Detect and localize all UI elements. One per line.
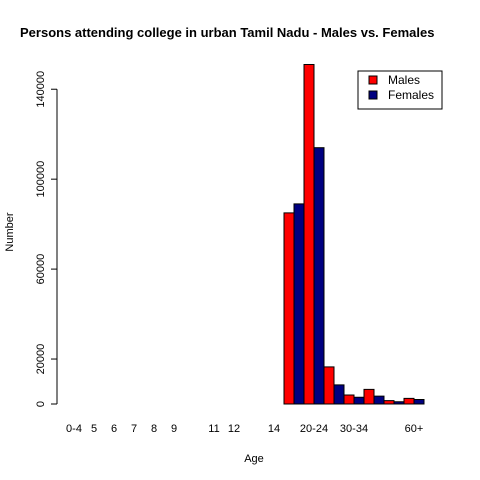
y-tick-label: 0: [35, 401, 47, 407]
y-tick-label: 60000: [35, 254, 47, 285]
x-tick-label: 8: [151, 423, 157, 435]
x-tick-label: 11: [208, 423, 219, 435]
bar-males-25-29: [323, 366, 335, 405]
legend-label-males: Males: [388, 73, 420, 87]
bars: [283, 63, 425, 405]
bar-females-25-29: [333, 384, 345, 405]
x-tick-label: 6: [111, 423, 117, 435]
y-tick-label: 140000: [35, 71, 47, 108]
y-tick-label: 100000: [35, 161, 47, 198]
x-tick-label: 7: [131, 423, 137, 435]
x-axis: 0-4 5 6 7 8 9 11 12 14 20-24 30-34 60+: [66, 423, 423, 435]
x-tick-label: 30-34: [340, 423, 368, 435]
x-tick-label: 0-4: [66, 423, 82, 435]
chart-title: Persons attending college in urban Tamil…: [20, 25, 434, 40]
bar-males-15-19: [283, 212, 295, 405]
bar-males-30-34: [343, 394, 355, 405]
x-tick-label: 5: [91, 423, 97, 435]
legend-label-females: Females: [388, 88, 434, 102]
x-tick-label: 14: [268, 423, 280, 435]
x-tick-label: 60+: [405, 423, 424, 435]
bar-females-60+: [413, 399, 425, 405]
bar-females-15-19: [293, 203, 305, 405]
bar-males-35-39: [363, 388, 375, 405]
legend-swatch-males: [368, 75, 378, 85]
bar-females-35-39: [373, 395, 385, 405]
x-axis-label: Age: [244, 453, 264, 465]
bar-females-30-34: [353, 396, 365, 405]
bar-females-40-59: [393, 401, 405, 405]
bar-males-20-24: [303, 63, 315, 405]
legend-swatch-females: [368, 90, 378, 100]
y-axis: 0 20000 60000 100000 140000: [35, 71, 58, 407]
x-tick-label: 20-24: [300, 423, 328, 435]
x-tick-label: 12: [228, 423, 240, 435]
y-tick-label: 20000: [35, 344, 47, 375]
bar-females-20-24: [313, 147, 325, 405]
x-tick-label: 9: [171, 423, 177, 435]
bar-males-40-59: [383, 400, 395, 405]
y-axis-label: Number: [4, 212, 16, 251]
bar-males-60+: [403, 397, 415, 405]
